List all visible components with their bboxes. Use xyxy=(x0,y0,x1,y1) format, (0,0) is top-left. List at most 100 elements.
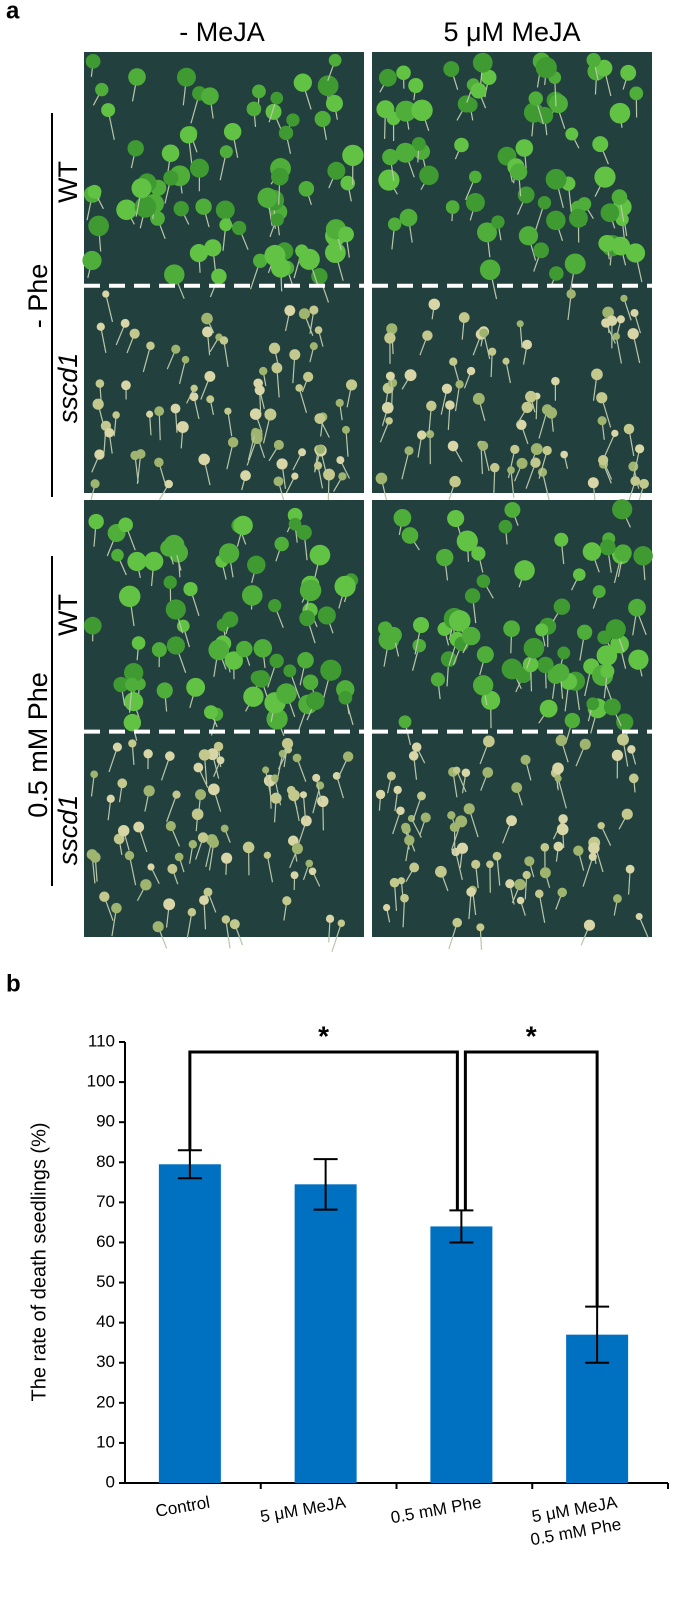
seedling-leaf xyxy=(441,383,453,394)
seedling-leaf xyxy=(227,437,239,448)
seedling-leaf xyxy=(87,184,102,199)
seedling-leaf xyxy=(537,196,552,210)
seedling-leaf xyxy=(476,923,485,932)
seedling-leaf xyxy=(120,318,130,328)
seedling-leaf xyxy=(243,686,264,707)
seedling-leaf xyxy=(252,84,266,99)
seedling-leaf xyxy=(546,210,566,231)
significance-label: * xyxy=(526,1020,537,1051)
row-genotype: WT xyxy=(53,161,83,203)
seedling-leaf xyxy=(342,425,350,434)
seedling-leaf xyxy=(530,443,543,456)
seedling-leaf xyxy=(265,103,282,120)
seedling-leaf xyxy=(611,429,619,437)
seedling-leaf xyxy=(612,499,633,520)
seedling-stem xyxy=(142,345,152,373)
seedling-leaf xyxy=(274,536,289,552)
seedling-leaf xyxy=(312,773,321,782)
seedling-leaf xyxy=(271,362,283,374)
seedling-leaf xyxy=(211,268,227,285)
seedling-leaf xyxy=(308,867,317,876)
seedling-leaf xyxy=(387,378,398,388)
seedling-leaf xyxy=(179,126,198,144)
seedling-leaf xyxy=(479,259,501,280)
seedling-leaf xyxy=(143,785,155,797)
seedling-leaf xyxy=(505,879,515,889)
seedling-stem xyxy=(247,431,256,461)
seedling-leaf xyxy=(111,548,124,562)
bar xyxy=(294,1184,357,1483)
row-treatment: - Phe xyxy=(23,264,53,329)
seedling-leaf xyxy=(479,328,489,338)
seedling-leaf xyxy=(617,733,629,746)
seedling-leaf xyxy=(452,917,462,928)
seedling-stem xyxy=(490,351,493,378)
seedling-leaf xyxy=(599,539,616,556)
seedling-leaf xyxy=(591,368,603,381)
seedling-leaf xyxy=(384,332,396,344)
seedling-leaf xyxy=(552,762,564,775)
seedling-leaf xyxy=(535,623,549,637)
seedling-stem xyxy=(538,450,548,479)
seedling-leaf xyxy=(163,898,176,911)
seedling-leaf xyxy=(302,674,319,691)
seedling-leaf xyxy=(404,835,415,846)
seedling-leaf xyxy=(620,64,637,81)
seedling-leaf xyxy=(118,517,133,533)
seedling-leaf xyxy=(612,332,620,341)
seedling-leaf xyxy=(503,620,520,638)
seedling-leaf xyxy=(516,457,528,469)
seedling-leaf xyxy=(375,472,388,485)
seedling-leaf xyxy=(300,815,312,827)
seedling-leaf xyxy=(295,384,303,392)
seedling-leaf xyxy=(586,697,600,711)
seedling-leaf xyxy=(203,887,213,897)
seedling-leaf xyxy=(164,479,173,489)
seedling-leaf xyxy=(553,598,571,615)
seedling-leaf xyxy=(281,737,294,750)
seedling-leaf xyxy=(101,103,116,118)
seedling-leaf xyxy=(125,677,139,692)
seedling-leaf xyxy=(222,611,239,628)
seedling-leaf xyxy=(146,410,154,418)
seedling-leaf xyxy=(597,821,605,830)
seedling-leaf xyxy=(621,808,633,820)
y-tick-label: 80 xyxy=(96,1152,115,1171)
seedling-leaf xyxy=(564,253,586,275)
seedling-leaf xyxy=(299,791,308,799)
seedling-leaf xyxy=(276,683,297,704)
seedling-leaf xyxy=(560,450,568,459)
seedling-leaf xyxy=(297,651,314,669)
seedling-leaf xyxy=(605,619,626,640)
seedling-leaf xyxy=(616,713,634,731)
seedling-leaf xyxy=(510,163,528,181)
seedling-leaf xyxy=(206,395,215,404)
seedling-leaf xyxy=(283,664,297,678)
seedling-leaf xyxy=(170,403,181,414)
seedling-leaf xyxy=(476,574,491,588)
seedling-leaf xyxy=(596,392,608,404)
seedling-leaf xyxy=(298,181,315,197)
seedling-leaf xyxy=(270,167,289,186)
seedling-leaf xyxy=(191,808,204,821)
seedling-leaf xyxy=(147,863,155,871)
seedling-leaf xyxy=(309,544,331,566)
column-header: 5 μM MeJA xyxy=(443,17,580,47)
seedling-leaf xyxy=(124,692,144,712)
seedling-leaf xyxy=(614,544,632,562)
seedling-leaf xyxy=(478,440,489,451)
seedling-leaf xyxy=(305,859,314,868)
seedling-leaf xyxy=(270,91,284,105)
seedling-leaf xyxy=(88,513,104,530)
seedling-leaf xyxy=(276,458,288,470)
seedling-leaf xyxy=(309,342,318,351)
seedling-leaf xyxy=(204,239,222,257)
seedling-leaf xyxy=(408,751,419,761)
seedling-leaf xyxy=(106,794,115,803)
seedling-leaf xyxy=(596,645,618,666)
seedling-leaf xyxy=(395,142,416,163)
seedling-leaf xyxy=(471,546,486,561)
seedling-leaf xyxy=(586,52,601,68)
seedling-leaf xyxy=(273,476,284,487)
seedling-leaf xyxy=(298,308,310,320)
